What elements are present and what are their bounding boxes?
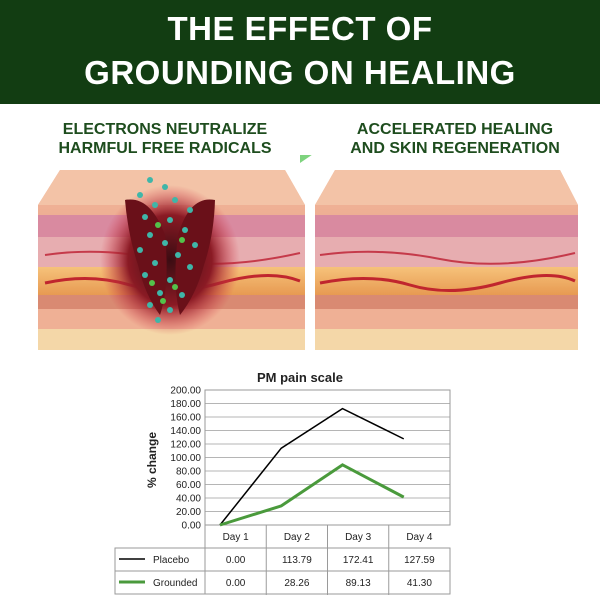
- y-tick-label: 20.00: [176, 507, 201, 518]
- caption-left: ELECTRONS NEUTRALIZE HARMFUL FREE RADICA…: [55, 120, 275, 158]
- chart-title: PM pain scale: [257, 370, 343, 385]
- series-lines: [219, 407, 405, 527]
- y-tick-label: 160.00: [170, 413, 201, 424]
- y-axis-label: % change: [145, 432, 159, 488]
- y-tick-label: 180.00: [170, 399, 201, 410]
- caption-right-line-1: ACCELERATED HEALING: [356, 121, 554, 138]
- skin-illustration: [38, 155, 578, 350]
- data-label: 172.41: [343, 555, 374, 566]
- data-label: 0.00: [226, 555, 246, 566]
- data-label: 89.13: [346, 578, 371, 589]
- caption-left-line-2: HARMFUL FREE RADICALS: [58, 140, 272, 157]
- y-tick-label: 120.00: [170, 440, 201, 451]
- pain-scale-chart: PM pain scale % change 0.00 20.00 40.00 60.…: [114, 370, 451, 595]
- series-line: [219, 407, 405, 526]
- caption-left-line-1: ELECTRONS NEUTRALIZE: [62, 121, 268, 138]
- x-tick-label: Day 4: [406, 532, 433, 543]
- data-label: 28.26: [284, 578, 309, 589]
- series-line: [219, 463, 405, 527]
- chart-grid: [204, 389, 451, 595]
- y-tick-labels: 0.00 20.00 40.00 60.00 80.00 100.00 120.00 140.…: [170, 386, 201, 532]
- x-tick-label: Day 3: [345, 532, 372, 543]
- x-tick-label: Day 1: [223, 532, 250, 543]
- title-banner: THE EFFECT OF GROUNDING ON HEALING: [0, 0, 600, 104]
- y-tick-label: 0.00: [182, 521, 202, 532]
- y-tick-label: 100.00: [170, 453, 201, 464]
- healed-skin-block: [315, 170, 578, 350]
- legend-label: Placebo: [153, 555, 190, 566]
- data-label: 127.59: [404, 555, 435, 566]
- y-tick-label: 40.00: [176, 494, 201, 505]
- x-tick-label: Day 2: [284, 532, 311, 543]
- y-tick-label: 140.00: [170, 426, 201, 437]
- legend-label: Grounded: [153, 578, 197, 589]
- y-tick-label: 80.00: [176, 467, 201, 478]
- y-tick-label: 200.00: [170, 386, 201, 397]
- data-table: Day 1 Day 2 Day 3 Day 4 Placebo 0.00 113.79 172…: [114, 525, 451, 595]
- title-line-2: GROUNDING ON HEALING: [84, 54, 516, 91]
- radical-particles: [149, 222, 185, 304]
- data-label: 113.79: [282, 555, 312, 566]
- arrow-right-icon: [300, 155, 312, 163]
- caption-right: ACCELERATED HEALING AND SKIN REGENERATIO…: [340, 120, 570, 158]
- electron-particles: [137, 177, 198, 323]
- data-label: 0.00: [226, 578, 246, 589]
- y-tick-label: 60.00: [176, 480, 201, 491]
- data-label: 41.30: [407, 578, 432, 589]
- damaged-skin-block: [38, 170, 305, 350]
- title-line-1: THE EFFECT OF: [167, 10, 433, 47]
- caption-right-line-2: AND SKIN REGENERATION: [350, 140, 560, 157]
